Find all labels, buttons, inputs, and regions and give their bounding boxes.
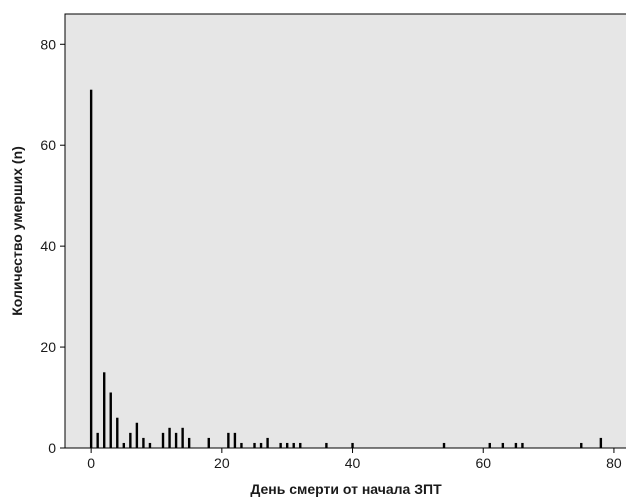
y-tick-label-40: 40	[40, 238, 56, 254]
bar-day-2	[103, 372, 106, 448]
bar-day-4	[116, 417, 119, 448]
bar-day-9	[148, 442, 152, 448]
x-tick-label-0: 0	[87, 455, 95, 471]
bar-day-29	[279, 442, 282, 448]
y-tick-label-20: 20	[40, 339, 56, 355]
x-tick-label-40: 40	[345, 455, 361, 471]
x-tick-label-80: 80	[606, 455, 622, 471]
bar-day-5	[122, 442, 126, 448]
bar-day-63	[501, 442, 505, 448]
x-tick-label-20: 20	[214, 455, 230, 471]
plot-area	[64, 13, 626, 449]
bar-day-11	[161, 432, 165, 448]
x-tick-label-60: 60	[475, 455, 491, 471]
y-tick-label-60: 60	[40, 137, 56, 153]
bar-day-78	[599, 437, 603, 448]
bar-day-7	[135, 422, 139, 448]
bar-day-65	[514, 442, 518, 448]
bar-day-1	[96, 432, 99, 448]
bar-day-21	[227, 432, 230, 448]
bar-day-3	[109, 392, 112, 448]
bar-day-12	[168, 427, 171, 448]
bar-day-18	[207, 437, 210, 448]
bar-day-25	[253, 442, 256, 448]
bar-day-26	[259, 442, 263, 448]
bar-day-31	[292, 442, 295, 448]
bar-day-27	[266, 437, 269, 448]
bar-day-40	[351, 442, 354, 448]
bar-day-23	[240, 442, 243, 448]
y-axis-ticks: 0 20 40 60 80	[40, 36, 65, 456]
x-axis-title: День смерти от начала ЗПТ	[250, 481, 442, 497]
bars-group	[89, 89, 603, 448]
bar-day-66	[521, 442, 524, 448]
bar-day-13	[174, 432, 178, 448]
bar-day-30	[285, 442, 289, 448]
bar-day-32	[299, 442, 302, 448]
bar-day-22	[233, 432, 237, 448]
y-axis-title: Количество умерших (n)	[9, 146, 25, 316]
bar-day-61	[488, 442, 491, 448]
bar-day-14	[181, 427, 184, 448]
bar-day-0	[89, 89, 93, 448]
bar-day-75	[580, 442, 583, 448]
y-tick-label-80: 80	[40, 36, 56, 52]
x-axis-ticks: 0 20 40 60 80	[87, 448, 622, 471]
bar-day-15	[187, 437, 191, 448]
bar-day-8	[142, 437, 145, 448]
bar-day-54	[442, 442, 446, 448]
y-tick-label-0: 0	[48, 440, 56, 456]
bar-day-36	[325, 442, 328, 448]
bar-day-6	[129, 432, 132, 448]
